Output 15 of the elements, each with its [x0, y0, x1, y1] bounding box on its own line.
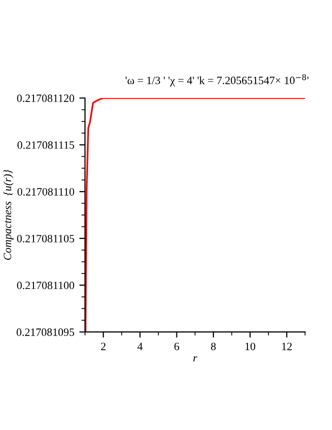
- x-tick-label: 10: [246, 342, 256, 350]
- y-axis-title: Compactness {u(r)}: [3, 170, 14, 260]
- chart-title: 'ω = 1/3 ' 'χ = 4' 'k = 7.205651547× 10$^{−8}$': [126, 74, 308, 86]
- y-tick-label: 0.217081110: [18, 188, 74, 196]
- y-tick-label: 0.217081100: [17, 282, 74, 290]
- x-tick-label: 8: [211, 342, 216, 350]
- x-tick-label: 4: [137, 342, 143, 350]
- y-tick-label: 0.217081120: [17, 94, 74, 102]
- y-tick-label: 0.217081115: [18, 141, 74, 149]
- x-tick-label: 2: [101, 342, 106, 350]
- x-tick-label: 6: [174, 342, 180, 350]
- x-axis-title: r: [193, 356, 198, 362]
- x-tick-label: 12: [282, 342, 292, 350]
- y-tick-label: 0.217081095: [16, 328, 74, 336]
- y-tick-label: 0.217081105: [17, 234, 74, 242]
